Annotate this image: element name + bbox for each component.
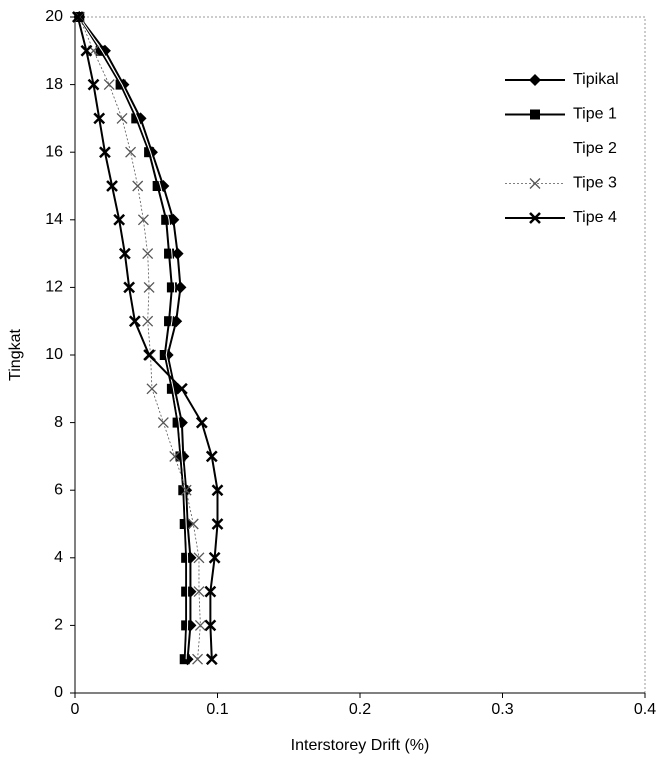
marker-x <box>169 450 181 462</box>
marker-square <box>152 181 163 191</box>
series-line <box>78 16 188 660</box>
marker-square <box>181 620 192 631</box>
marker-x <box>106 180 118 192</box>
marker-square <box>175 451 186 462</box>
legend-label: Tipe 1 <box>573 106 617 123</box>
x-tick-label: 0.1 <box>206 701 228 718</box>
legend-label: Tipe 3 <box>573 175 617 192</box>
legend-label: Tipe 2 <box>573 140 617 157</box>
legend-marker <box>530 109 540 120</box>
marker-x <box>116 112 128 124</box>
marker-square <box>179 654 190 665</box>
marker-x <box>123 281 136 294</box>
marker-square <box>159 350 170 360</box>
marker-x <box>80 44 93 57</box>
marker-x <box>175 382 188 395</box>
marker-x <box>143 349 155 361</box>
marker-x <box>205 653 218 666</box>
marker-x <box>125 146 137 158</box>
y-tick-label: 4 <box>54 549 63 566</box>
legend-marker <box>529 212 541 224</box>
y-tick-label: 20 <box>45 8 63 25</box>
legend-label: Tipikal <box>573 71 619 88</box>
series-line <box>76 16 219 660</box>
y-axis-title: Tingkat <box>7 329 24 381</box>
marker-x <box>137 214 149 226</box>
marker-x <box>146 383 158 395</box>
marker-square <box>178 485 189 496</box>
marker-square <box>164 248 175 259</box>
y-tick-label: 2 <box>54 617 63 634</box>
marker-square <box>144 147 155 158</box>
marker-x <box>195 416 208 429</box>
x-tick-label: 0.4 <box>634 701 656 718</box>
marker-x <box>204 585 217 598</box>
marker-square <box>161 214 172 225</box>
marker-x <box>194 619 206 631</box>
marker-diamond <box>174 281 187 294</box>
marker-x <box>103 79 115 91</box>
marker-x <box>128 315 141 328</box>
marker-square <box>181 552 192 563</box>
marker-x <box>132 180 144 192</box>
marker-x <box>113 213 126 226</box>
x-axis-title: Interstorey Drift (%) <box>291 737 430 754</box>
y-tick-label: 10 <box>45 346 63 363</box>
marker-square <box>115 79 126 90</box>
marker-square <box>164 316 175 327</box>
marker-x <box>93 112 106 125</box>
marker-x <box>71 11 84 23</box>
marker-x <box>157 417 169 429</box>
marker-square <box>131 113 142 124</box>
legend-marker <box>529 74 541 86</box>
y-tick-label: 18 <box>45 76 63 93</box>
series-line <box>78 16 189 660</box>
legend-label: Tipe 4 <box>573 209 617 226</box>
y-tick-label: 12 <box>45 279 63 296</box>
marker-diamond <box>171 247 184 260</box>
x-tick-label: 0.2 <box>349 701 371 718</box>
y-tick-label: 6 <box>54 481 63 498</box>
marker-x <box>192 653 204 665</box>
marker-x <box>208 551 221 564</box>
marker-square <box>166 282 177 293</box>
marker-x <box>187 518 199 530</box>
marker-square <box>166 383 177 394</box>
marker-x <box>211 518 224 530</box>
x-tick-label: 0 <box>71 701 80 718</box>
marker-x <box>99 146 111 159</box>
y-tick-label: 0 <box>54 684 63 701</box>
marker-x <box>193 586 205 598</box>
marker-x <box>142 248 154 260</box>
marker-square <box>181 586 192 597</box>
marker-x <box>211 484 224 497</box>
marker-x <box>143 281 155 293</box>
series-line <box>78 16 201 660</box>
marker-x <box>87 78 100 91</box>
y-tick-label: 16 <box>45 143 63 160</box>
marker-x <box>180 484 192 496</box>
marker-x <box>205 450 218 463</box>
marker-x <box>118 247 131 260</box>
marker-square <box>95 45 106 56</box>
x-tick-label: 0.3 <box>491 701 513 718</box>
marker-square <box>179 519 190 529</box>
legend-marker <box>529 178 541 189</box>
marker-x <box>193 552 205 564</box>
marker-x <box>204 619 217 632</box>
marker-square <box>172 417 183 428</box>
y-tick-label: 8 <box>54 414 63 431</box>
series-line <box>78 16 192 660</box>
marker-x <box>142 315 154 327</box>
y-tick-label: 14 <box>45 211 63 228</box>
